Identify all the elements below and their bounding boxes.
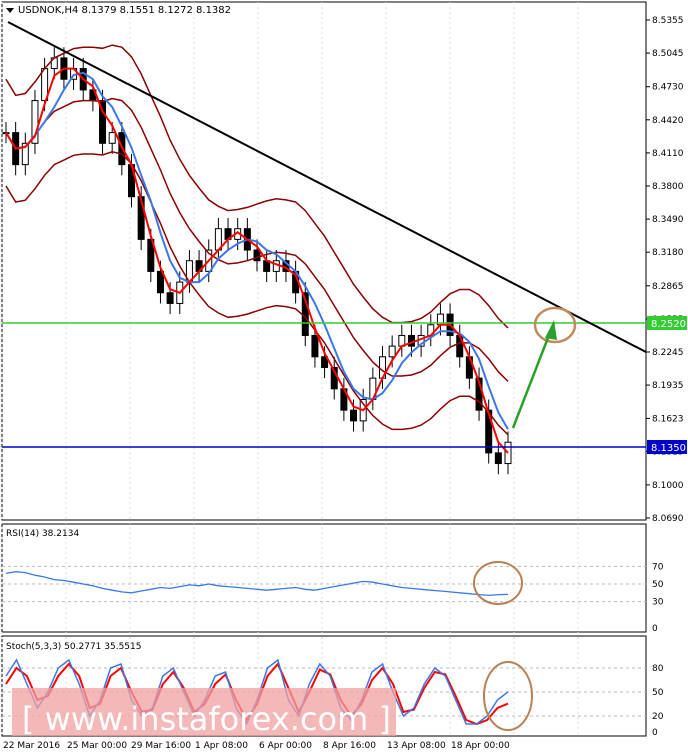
stoch-levels: 80 50 20 0 — [2, 664, 664, 738]
green-level-tag — [647, 316, 687, 330]
watermark-box — [12, 688, 396, 736]
stoch-tick-label: 0 — [652, 728, 658, 738]
price-panel — [1, 1, 647, 521]
blue-ma-line — [5, 71, 509, 430]
time-axis: 22 Mar 2016 25 Mar 00:00 29 Mar 16:00 1 Apr… — [3, 741, 510, 751]
price-tick-label: 8.2245 — [652, 348, 684, 358]
projection-arrow — [511, 329, 553, 429]
blue-level-label: 8.1350 — [651, 443, 686, 454]
rsi-levels: 70 50 30 0 — [2, 562, 664, 634]
stoch-label: Stoch(5,3,3) 50.2771 35.5515 — [6, 642, 141, 652]
candle-body — [388, 345, 396, 358]
candle-body — [99, 100, 107, 144]
candle-body — [494, 452, 502, 465]
lower-band-line — [5, 151, 509, 436]
price-tick-label: 8.0690 — [652, 514, 684, 524]
rsi-label: RSI(14) 38.2134 — [6, 529, 79, 539]
rsi-tick-label: 30 — [652, 598, 664, 608]
candle-body — [485, 409, 493, 454]
price-tick-label: 8.4730 — [652, 83, 684, 93]
time-label: 25 Mar 00:00 — [67, 741, 127, 751]
time-label: 22 Mar 2016 — [3, 741, 60, 751]
rsi-line — [5, 571, 509, 597]
middle-band-line — [5, 97, 509, 382]
indicator-overlays — [5, 44, 509, 454]
price-tick-label: 8.3180 — [652, 248, 684, 258]
time-label: 8 Apr 16:00 — [323, 741, 376, 751]
rsi-tick-label: 0 — [652, 624, 658, 634]
rsi-tick-label: 70 — [652, 562, 664, 572]
red-ma-line — [5, 67, 509, 454]
rsi-circle — [473, 561, 523, 605]
rsi-tick-label: 50 — [652, 580, 664, 590]
arrow-head-icon — [545, 320, 557, 340]
price-tick-label: 8.1623 — [652, 414, 684, 424]
candle-body — [321, 356, 329, 368]
price-tick-label: 8.4420 — [652, 116, 684, 126]
blue-level-tag — [647, 440, 687, 454]
stoch-tick-label: 80 — [652, 664, 664, 674]
candle-body — [253, 249, 261, 262]
candle-body — [311, 334, 319, 358]
candle-body — [166, 292, 174, 304]
stoch-tick-label: 20 — [652, 712, 664, 722]
target-circle — [533, 306, 577, 344]
time-label: 13 Apr 08:00 — [387, 741, 446, 751]
candle-body — [31, 100, 39, 144]
candle-body — [21, 142, 29, 166]
candle-body — [108, 132, 116, 144]
price-tick-label: 8.3800 — [652, 182, 684, 192]
candle-body — [147, 238, 155, 272]
price-tick-label: 8.5045 — [652, 49, 684, 59]
price-tick-label: 8.5355 — [652, 16, 684, 26]
stoch-circle — [483, 661, 533, 731]
trend-line — [7, 21, 647, 353]
price-tick-label: 8.2865 — [652, 282, 684, 292]
candle-body — [350, 409, 358, 422]
candle-body — [156, 270, 164, 294]
price-tick-label: 8.1000 — [652, 481, 684, 491]
upper-band-line — [5, 44, 509, 329]
rsi-panel — [1, 523, 647, 633]
time-label: 1 Apr 08:00 — [195, 741, 248, 751]
symbol-line: USDNOK,H4 8.1379 8.1551 8.1272 8.1382 — [18, 5, 231, 16]
green-level-label: 8.2520 — [651, 319, 686, 330]
watermark-text: [ www.instaforex.com ] — [22, 700, 391, 738]
time-label: 29 Mar 16:00 — [131, 741, 191, 751]
price-tick-label: 8.3490 — [652, 215, 684, 225]
time-label: 18 Apr 00:00 — [451, 741, 510, 751]
dropdown-triangle-icon[interactable] — [6, 8, 14, 13]
stoch-tick-label: 50 — [652, 688, 664, 698]
price-tick-label: 8.4110 — [652, 149, 684, 159]
time-label: 6 Apr 00:00 — [259, 741, 312, 751]
price-tick-label: 8.1935 — [652, 381, 684, 391]
